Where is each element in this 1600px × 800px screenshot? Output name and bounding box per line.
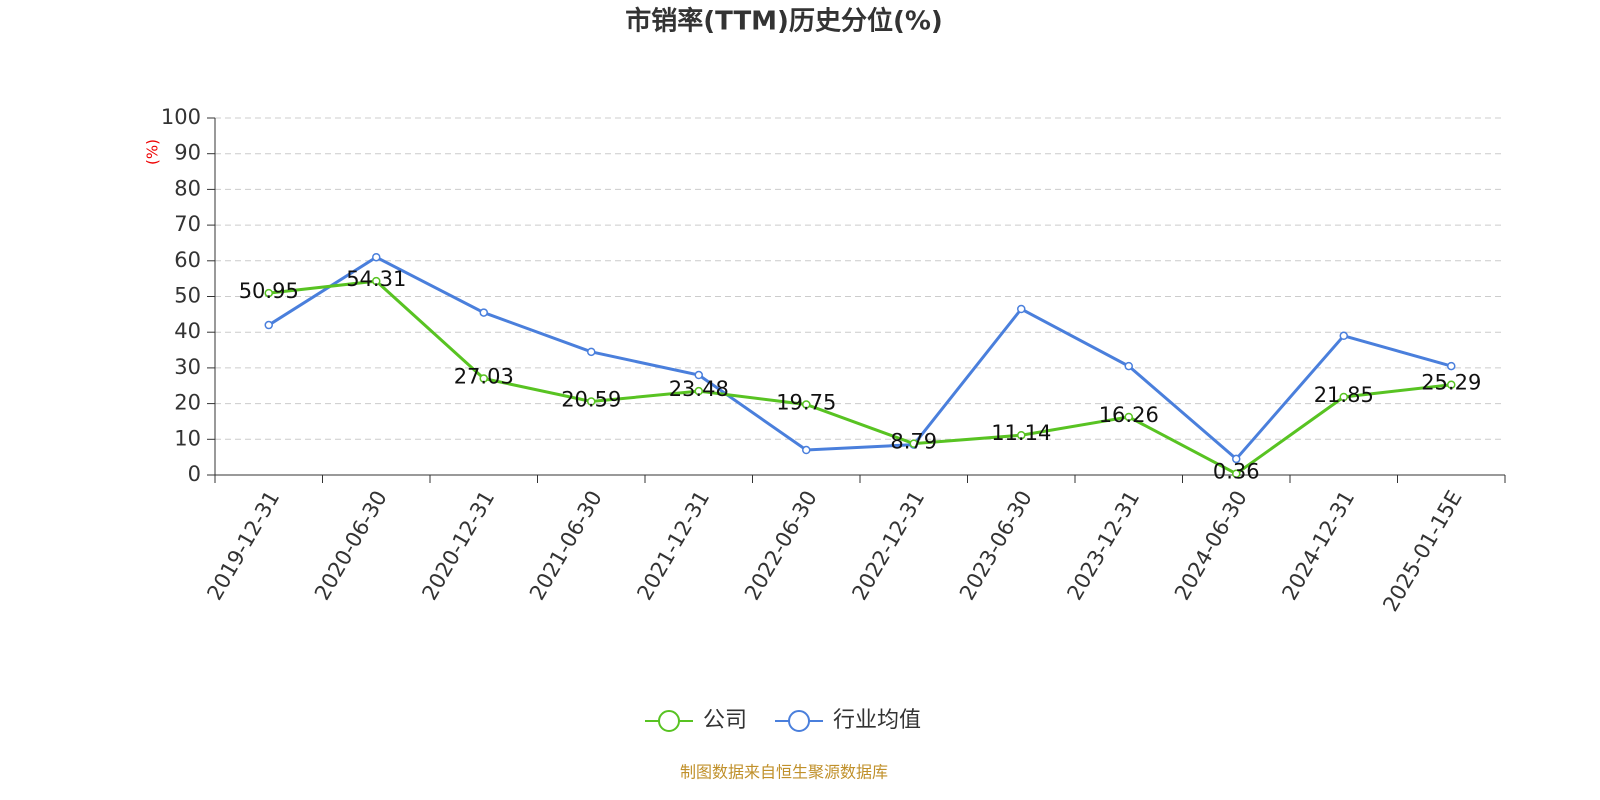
point <box>1232 454 1241 464</box>
x-tick-label: 2022-06-30 <box>740 487 822 605</box>
data-label: 19.75 <box>776 390 836 414</box>
y-tick-label: 70 <box>174 212 201 236</box>
x-tick-label: 2020-12-31 <box>417 487 499 605</box>
x-tick-label: 2022-12-31 <box>847 487 929 605</box>
data-label: 20.59 <box>561 387 621 411</box>
series-line <box>268 279 1452 476</box>
y-tick-label: 50 <box>174 284 201 308</box>
legend-label: 行业均值 <box>833 708 921 733</box>
point <box>264 320 273 330</box>
point <box>694 370 703 380</box>
point <box>264 288 273 298</box>
data-label: 27.03 <box>454 365 514 389</box>
y-tick-label: 10 <box>174 426 201 450</box>
data-label: 21.85 <box>1314 383 1374 407</box>
x-tick-label: 2019-12-31 <box>202 487 284 605</box>
x-tick-label: 2021-12-31 <box>632 487 714 605</box>
x-tick-label: 2024-06-30 <box>1170 487 1252 605</box>
chart-title: 市销率(TTM)历史分位(%) <box>625 6 943 37</box>
y-tick-label: 90 <box>174 141 201 165</box>
y-axis-label: (%) <box>144 139 162 165</box>
data-label: 8.79 <box>890 430 937 454</box>
data-label: 25.29 <box>1421 371 1481 395</box>
y-tick-label: 80 <box>174 176 201 200</box>
point <box>1017 430 1026 440</box>
point <box>479 308 488 317</box>
point <box>1017 304 1026 314</box>
point <box>587 397 596 406</box>
legend-marker <box>658 710 680 732</box>
x-tick-label: 2025-01-15E <box>1378 487 1466 616</box>
point <box>1339 392 1348 402</box>
y-tick-label: 0 <box>188 462 201 486</box>
point <box>1447 380 1456 389</box>
data-label: 11.14 <box>991 421 1051 445</box>
source-note: 制图数据来自恒生聚源数据库 <box>680 763 888 782</box>
point <box>1124 412 1133 422</box>
legend-marker <box>788 710 811 732</box>
data-label: 50.95 <box>239 279 299 303</box>
point <box>802 445 811 455</box>
point <box>1339 331 1348 341</box>
x-tick-label: 2023-12-31 <box>1062 487 1144 605</box>
x-tick-label: 2023-06-30 <box>955 487 1037 605</box>
data-label: 54.31 <box>346 267 406 291</box>
x-tick-label: 2020-06-30 <box>310 487 392 605</box>
legend-label: 公司 <box>703 708 747 733</box>
point <box>694 386 703 396</box>
data-label: 16.26 <box>1099 403 1159 427</box>
y-tick-label: 30 <box>174 355 201 379</box>
point <box>1124 361 1133 371</box>
data-label: 23.48 <box>669 377 729 401</box>
series-line <box>267 255 1452 462</box>
x-tick-label: 2021-06-30 <box>525 487 607 605</box>
point <box>1447 361 1456 371</box>
point <box>802 400 811 409</box>
y-tick-label: 40 <box>174 319 201 343</box>
y-tick-label: 100 <box>161 105 201 129</box>
point <box>479 374 488 383</box>
point <box>372 252 381 262</box>
y-tick-label: 60 <box>174 248 201 272</box>
point <box>909 439 918 448</box>
x-tick-label: 2024-12-31 <box>1277 487 1359 605</box>
point <box>372 276 381 286</box>
point <box>1232 469 1241 478</box>
y-tick-label: 20 <box>174 391 201 415</box>
data-label: 0.36 <box>1213 460 1260 484</box>
point <box>587 347 596 357</box>
